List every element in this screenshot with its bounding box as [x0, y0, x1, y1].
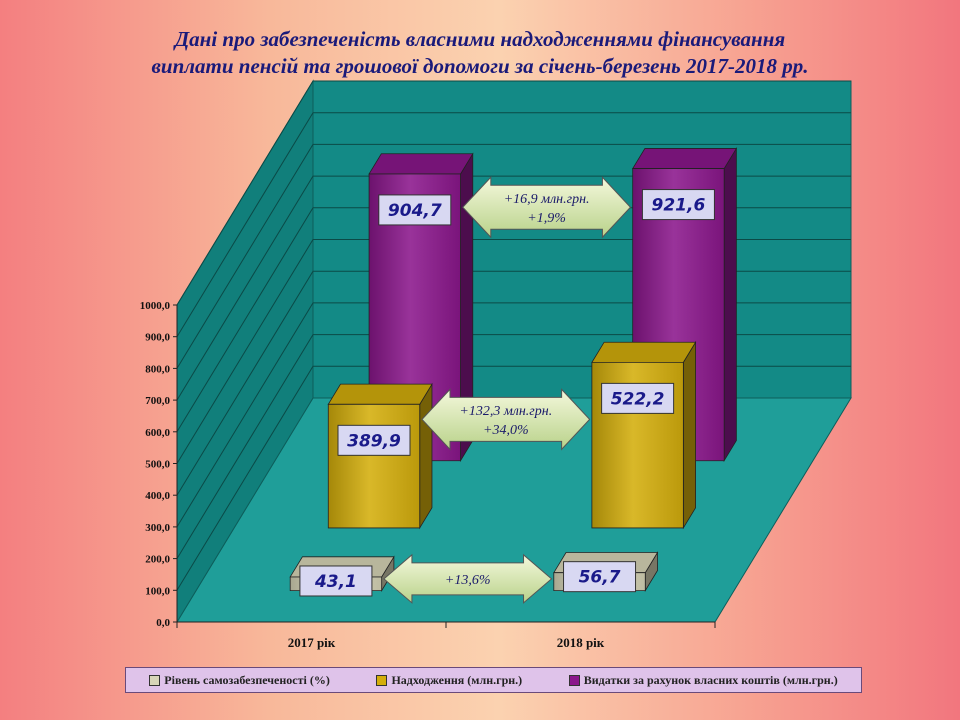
title-line-1: Дані про забезпеченість власними надходж… [174, 27, 786, 51]
legend-swatch-revenue [376, 674, 388, 686]
data-label-0-1: 56,7 [563, 561, 637, 593]
legend-label-self-sufficiency: Рівень самозабезпеченості (%) [164, 672, 330, 687]
bar-1-0 [327, 382, 433, 530]
difference-text: +13,6% [445, 573, 491, 588]
bar-side [723, 146, 737, 463]
data-label: 43,1 [314, 572, 357, 592]
title-line-2: виплати пенсій та грошової допомоги за с… [151, 54, 809, 78]
data-label-1-0: 389,9 [337, 424, 411, 456]
difference-arrow-0: +13,6% [383, 553, 553, 604]
data-label-box [378, 194, 452, 226]
gridline [176, 112, 851, 337]
difference-arrow-shape [421, 388, 591, 451]
difference-arrow-1: +132,3 млн.грн. +34,0% [421, 388, 591, 451]
data-label-box [641, 189, 715, 221]
chart-title: Дані про забезпеченість власними надходж… [0, 26, 960, 80]
category-label: 2018 рік [557, 635, 605, 650]
difference-text: +1,9% [527, 211, 566, 226]
difference-text: +16,9 млн.грн. [504, 192, 590, 207]
data-label-1-1: 522,2 [601, 382, 675, 414]
bar-top [327, 383, 433, 405]
y-tick-label: 400,0 [145, 490, 170, 502]
y-tick-label: 700,0 [145, 395, 170, 407]
data-label-box [601, 382, 675, 414]
data-label-box [563, 561, 637, 593]
data-label: 56,7 [579, 568, 621, 588]
bar-1-1 [591, 340, 697, 530]
legend-item-self-sufficiency: Рівень самозабезпеченості (%) [149, 673, 330, 688]
bar-side [682, 340, 696, 530]
y-tick-label: 1000,0 [140, 300, 171, 312]
difference-text: +132,3 млн.грн. [459, 404, 552, 419]
data-label: 522,2 [611, 389, 665, 409]
data-label-2-1: 921,6 [641, 189, 715, 221]
y-tick-label: 500,0 [145, 459, 170, 471]
data-label: 389,9 [347, 431, 401, 451]
data-label: 921,6 [652, 196, 706, 216]
difference-arrow-2: +16,9 млн.грн. +1,9% [462, 175, 632, 239]
difference-text: +34,0% [483, 423, 529, 438]
category-label: 2017 рік [288, 635, 336, 650]
difference-arrow-shape [383, 553, 553, 604]
y-tick-label: 800,0 [145, 363, 170, 375]
y-tick-label: 200,0 [145, 554, 170, 566]
y-tick-label: 0,0 [156, 617, 170, 629]
y-tick-label: 900,0 [145, 332, 170, 344]
legend: Рівень самозабезпеченості (%) Надходженн… [125, 667, 862, 693]
y-tick-label: 300,0 [145, 522, 170, 534]
legend-swatch-expenses [568, 674, 580, 686]
legend-label-expenses: Видатки за рахунок власних коштів (млн.г… [583, 672, 838, 687]
bar-side [419, 382, 433, 530]
y-tick-label: 600,0 [145, 427, 170, 439]
bar-top [591, 341, 697, 363]
y-tick-label: 100,0 [145, 585, 170, 597]
difference-arrow-shape [462, 175, 632, 239]
legend-item-expenses: Видатки за рахунок власних коштів (млн.г… [568, 672, 838, 688]
bar-top [368, 153, 474, 175]
data-label: 904,7 [388, 201, 442, 221]
legend-label-revenue: Надходження (млн.грн.) [391, 672, 523, 687]
gridline [176, 80, 851, 306]
legend-item-revenue: Надходження (млн.грн.) [376, 673, 522, 688]
data-label-box [299, 565, 373, 597]
bar-front [327, 403, 421, 529]
bar-top [631, 148, 738, 169]
gridline [176, 143, 851, 369]
data-label-0-0: 43,1 [299, 565, 373, 597]
data-label-2-0: 904,7 [378, 194, 452, 226]
legend-swatch-self-sufficiency [149, 674, 161, 686]
data-label-box [337, 424, 411, 456]
